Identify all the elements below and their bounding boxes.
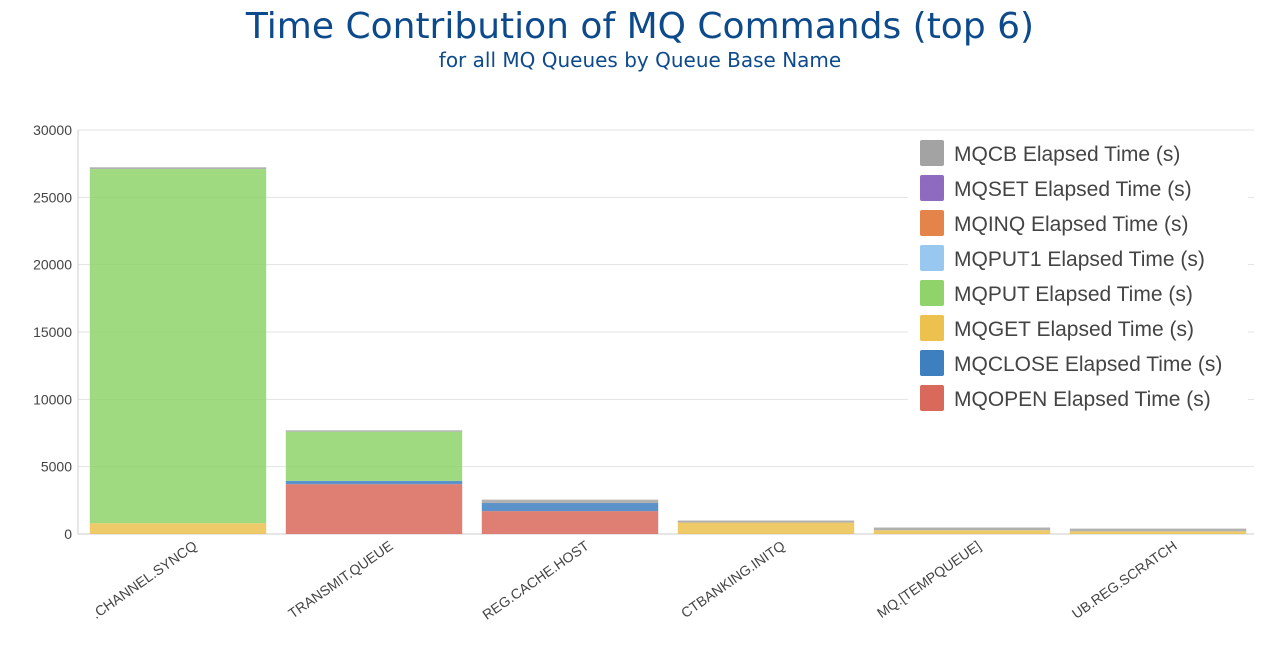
x-tick-label: REG.CACHE.HOST bbox=[479, 537, 592, 623]
x-tick-label: .CHANNEL.SYNCQ bbox=[89, 537, 200, 622]
bar-segment bbox=[89, 523, 267, 534]
bar-segment bbox=[285, 480, 463, 485]
y-tick-label: 25000 bbox=[33, 189, 72, 205]
bar-segment bbox=[677, 520, 855, 523]
legend-swatch bbox=[920, 210, 944, 236]
legend-swatch bbox=[920, 280, 944, 306]
x-tick-label: MQ.[TEMPQUEUE] bbox=[874, 537, 984, 621]
legend-label: MQSET Elapsed Time (s) bbox=[954, 178, 1192, 201]
chart-subtitle: for all MQ Queues by Queue Base Name bbox=[438, 48, 842, 72]
bar-segment bbox=[89, 167, 267, 170]
bar-segment bbox=[285, 484, 463, 534]
legend-label: MQINQ Elapsed Time (s) bbox=[954, 213, 1189, 236]
bar-segment bbox=[481, 503, 659, 512]
bar-segment bbox=[285, 431, 463, 481]
legend-background bbox=[908, 132, 1248, 420]
legend-label: MQCB Elapsed Time (s) bbox=[954, 143, 1180, 166]
bar-segment bbox=[481, 499, 659, 504]
y-tick-label: 5000 bbox=[41, 459, 72, 475]
legend-label: MQCLOSE Elapsed Time (s) bbox=[954, 353, 1222, 376]
legend-label: MQGET Elapsed Time (s) bbox=[954, 318, 1194, 341]
bar-segment bbox=[873, 530, 1051, 534]
legend-label: MQPUT1 Elapsed Time (s) bbox=[954, 248, 1205, 271]
bar-segment bbox=[1069, 531, 1247, 534]
bar-segment bbox=[285, 430, 463, 432]
bar-segment bbox=[677, 522, 855, 534]
x-tick-label: CTBANKING.INITQ bbox=[678, 537, 788, 621]
legend-label: MQOPEN Elapsed Time (s) bbox=[954, 388, 1211, 411]
bar-segment bbox=[873, 527, 1051, 531]
x-tick-label: TRANSMIT.QUEUE bbox=[285, 537, 395, 621]
bar-segment bbox=[89, 169, 267, 524]
legend-label: MQPUT Elapsed Time (s) bbox=[954, 283, 1193, 306]
legend-swatch bbox=[920, 315, 944, 341]
y-tick-label: 0 bbox=[64, 526, 72, 542]
y-tick-label: 15000 bbox=[33, 324, 72, 340]
legend-swatch bbox=[920, 175, 944, 201]
y-tick-label: 20000 bbox=[33, 257, 72, 273]
x-tick-label: UB.REG.SCRATCH bbox=[1069, 537, 1180, 621]
bar-segment bbox=[481, 511, 659, 534]
y-tick-label: 10000 bbox=[33, 391, 72, 407]
legend-swatch bbox=[920, 350, 944, 376]
legend-swatch bbox=[920, 140, 944, 166]
legend-swatch bbox=[920, 385, 944, 411]
chart-title: Time Contribution of MQ Commands (top 6) bbox=[245, 6, 1035, 47]
y-tick-label: 30000 bbox=[33, 122, 72, 138]
bar-segment bbox=[1069, 528, 1247, 532]
legend-swatch bbox=[920, 245, 944, 271]
